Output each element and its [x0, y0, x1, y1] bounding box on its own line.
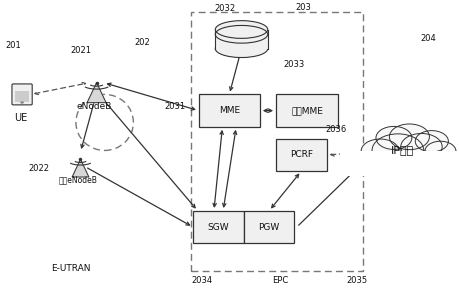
Text: SGW: SGW — [207, 223, 229, 232]
Circle shape — [360, 139, 398, 163]
Text: 其它MME: 其它MME — [291, 106, 322, 115]
Circle shape — [389, 124, 429, 150]
Text: 201: 201 — [5, 41, 21, 50]
Text: 其它eNodeB: 其它eNodeB — [59, 176, 97, 184]
Bar — [15, 91, 29, 101]
Circle shape — [371, 134, 423, 167]
Polygon shape — [72, 159, 89, 177]
Text: 2031: 2031 — [164, 102, 185, 111]
Text: EPC: EPC — [272, 276, 288, 285]
Ellipse shape — [215, 21, 267, 38]
Circle shape — [20, 101, 24, 104]
Bar — [215, 30, 267, 49]
Circle shape — [375, 126, 411, 149]
Text: 2033: 2033 — [283, 60, 304, 69]
Circle shape — [414, 131, 448, 152]
Text: 2021: 2021 — [70, 46, 91, 55]
Text: 202: 202 — [134, 38, 150, 47]
Bar — [190, 12, 363, 271]
Text: 2036: 2036 — [325, 125, 346, 134]
Text: 2022: 2022 — [28, 164, 50, 173]
Text: PGW: PGW — [258, 223, 279, 232]
Circle shape — [424, 141, 455, 161]
Circle shape — [400, 133, 441, 160]
Text: MME: MME — [218, 106, 239, 115]
Text: 2035: 2035 — [345, 276, 366, 285]
Bar — [193, 211, 243, 243]
Text: PCRF: PCRF — [289, 150, 312, 159]
Bar — [275, 94, 337, 127]
Text: 2032: 2032 — [214, 4, 235, 13]
Bar — [275, 139, 326, 171]
Text: eNodeB: eNodeB — [77, 102, 112, 111]
Bar — [198, 94, 259, 127]
Text: IP业务: IP业务 — [390, 145, 413, 155]
Bar — [340, 151, 459, 176]
Text: 203: 203 — [295, 3, 311, 12]
Polygon shape — [87, 83, 106, 103]
FancyBboxPatch shape — [12, 84, 32, 105]
Ellipse shape — [215, 40, 267, 58]
Text: UE: UE — [14, 113, 27, 123]
Text: 204: 204 — [419, 34, 435, 43]
Text: 2034: 2034 — [191, 276, 213, 285]
Text: E-UTRAN: E-UTRAN — [51, 264, 91, 273]
Bar — [243, 211, 294, 243]
